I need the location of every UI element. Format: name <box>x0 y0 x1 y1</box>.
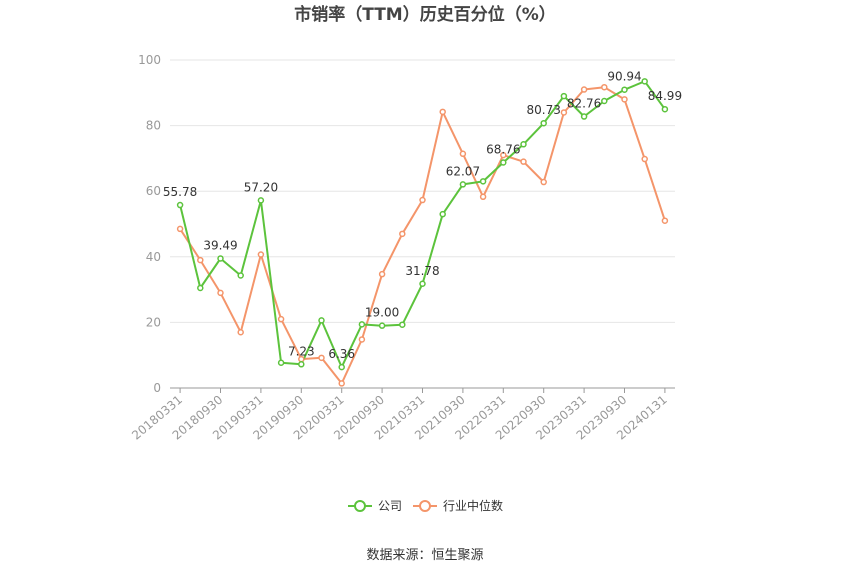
company-point[interactable] <box>601 97 608 105</box>
company-point[interactable] <box>439 210 446 218</box>
company-point[interactable] <box>257 197 265 204</box>
chart-title: 市销率（TTM）历史百分位（%） <box>294 4 556 25</box>
legend-marker-company <box>354 500 366 512</box>
industry-point[interactable] <box>661 217 669 224</box>
data-label: 84.99 <box>648 89 682 103</box>
legend-item-company[interactable]: 公司 <box>348 499 402 513</box>
company-point[interactable] <box>277 359 285 366</box>
industry-point[interactable] <box>641 155 648 163</box>
y-tick-label: 80 <box>146 119 161 133</box>
industry-point[interactable] <box>176 225 184 233</box>
industry-point[interactable] <box>197 256 204 264</box>
company-point[interactable] <box>500 159 507 166</box>
industry-point[interactable] <box>560 109 568 116</box>
data-label: 80.73 <box>527 103 561 117</box>
data-label: 39.49 <box>203 238 237 252</box>
legend: 公司 行业中位数 <box>348 498 503 513</box>
data-label: 6.36 <box>328 347 355 361</box>
y-tick-label: 0 <box>153 381 161 395</box>
data-label: 31.78 <box>405 264 439 278</box>
industry-point[interactable] <box>479 193 487 201</box>
data-label: 90.94 <box>607 70 641 84</box>
company-point[interactable] <box>419 280 426 288</box>
series-points <box>176 78 669 387</box>
industry-point[interactable] <box>439 108 446 116</box>
industry-point[interactable] <box>237 328 244 336</box>
legend-item-industry[interactable]: 行业中位数 <box>413 498 503 513</box>
company-point[interactable] <box>479 178 487 185</box>
data-label: 82.76 <box>567 97 601 111</box>
company-point[interactable] <box>459 181 467 188</box>
y-tick-label: 20 <box>146 315 161 329</box>
industry-point[interactable] <box>459 150 467 158</box>
company-point[interactable] <box>621 86 628 93</box>
data-label: 62.07 <box>446 164 480 178</box>
company-point[interactable] <box>237 272 244 279</box>
industry-point[interactable] <box>318 354 325 362</box>
industry-point[interactable] <box>338 380 345 387</box>
legend-marker-industry <box>419 500 431 512</box>
legend-label-company: 公司 <box>378 499 402 513</box>
data-label: 19.00 <box>365 306 399 320</box>
industry-point[interactable] <box>540 178 547 186</box>
data-label: 7.23 <box>288 344 315 358</box>
data-labels: 55.78 39.49 57.20 7.23 6.36 19.00 31.78 62.07 68… <box>163 70 682 361</box>
source-note: 数据来源：恒生聚源 <box>366 548 483 563</box>
industry-series-line <box>179 86 666 385</box>
company-point[interactable] <box>378 322 386 329</box>
industry-point[interactable] <box>621 96 628 103</box>
y-tick-label: 100 <box>138 53 161 67</box>
data-label: 55.78 <box>163 185 197 199</box>
industry-point[interactable] <box>601 83 608 91</box>
legend-label-industry: 行业中位数 <box>443 498 503 513</box>
industry-point[interactable] <box>257 251 265 258</box>
company-point[interactable] <box>197 284 204 292</box>
company-point[interactable] <box>217 255 224 262</box>
company-point[interactable] <box>560 92 568 100</box>
company-point[interactable] <box>540 119 547 127</box>
industry-point[interactable] <box>378 270 386 278</box>
y-tick-label: 60 <box>146 184 161 198</box>
company-point[interactable] <box>520 141 527 148</box>
industry-point[interactable] <box>358 336 366 343</box>
y-tick-label: 40 <box>146 250 161 264</box>
industry-point[interactable] <box>419 196 426 204</box>
company-series-line <box>179 80 666 369</box>
industry-point[interactable] <box>217 289 224 297</box>
grid <box>170 59 675 323</box>
company-point[interactable] <box>298 361 305 368</box>
company-point[interactable] <box>641 78 648 85</box>
data-label: 57.20 <box>244 180 278 194</box>
company-point[interactable] <box>358 321 366 328</box>
industry-point[interactable] <box>520 158 527 165</box>
company-point[interactable] <box>399 321 406 328</box>
industry-point[interactable] <box>500 151 507 159</box>
company-point[interactable] <box>338 363 345 371</box>
company-point[interactable] <box>580 113 588 120</box>
industry-point[interactable] <box>277 315 285 323</box>
industry-point[interactable] <box>399 230 406 238</box>
data-label: 68.76 <box>486 142 520 156</box>
company-point[interactable] <box>318 317 325 324</box>
company-point[interactable] <box>176 201 184 209</box>
series-lines <box>179 80 666 385</box>
industry-point[interactable] <box>580 86 588 93</box>
company-point[interactable] <box>661 105 669 113</box>
